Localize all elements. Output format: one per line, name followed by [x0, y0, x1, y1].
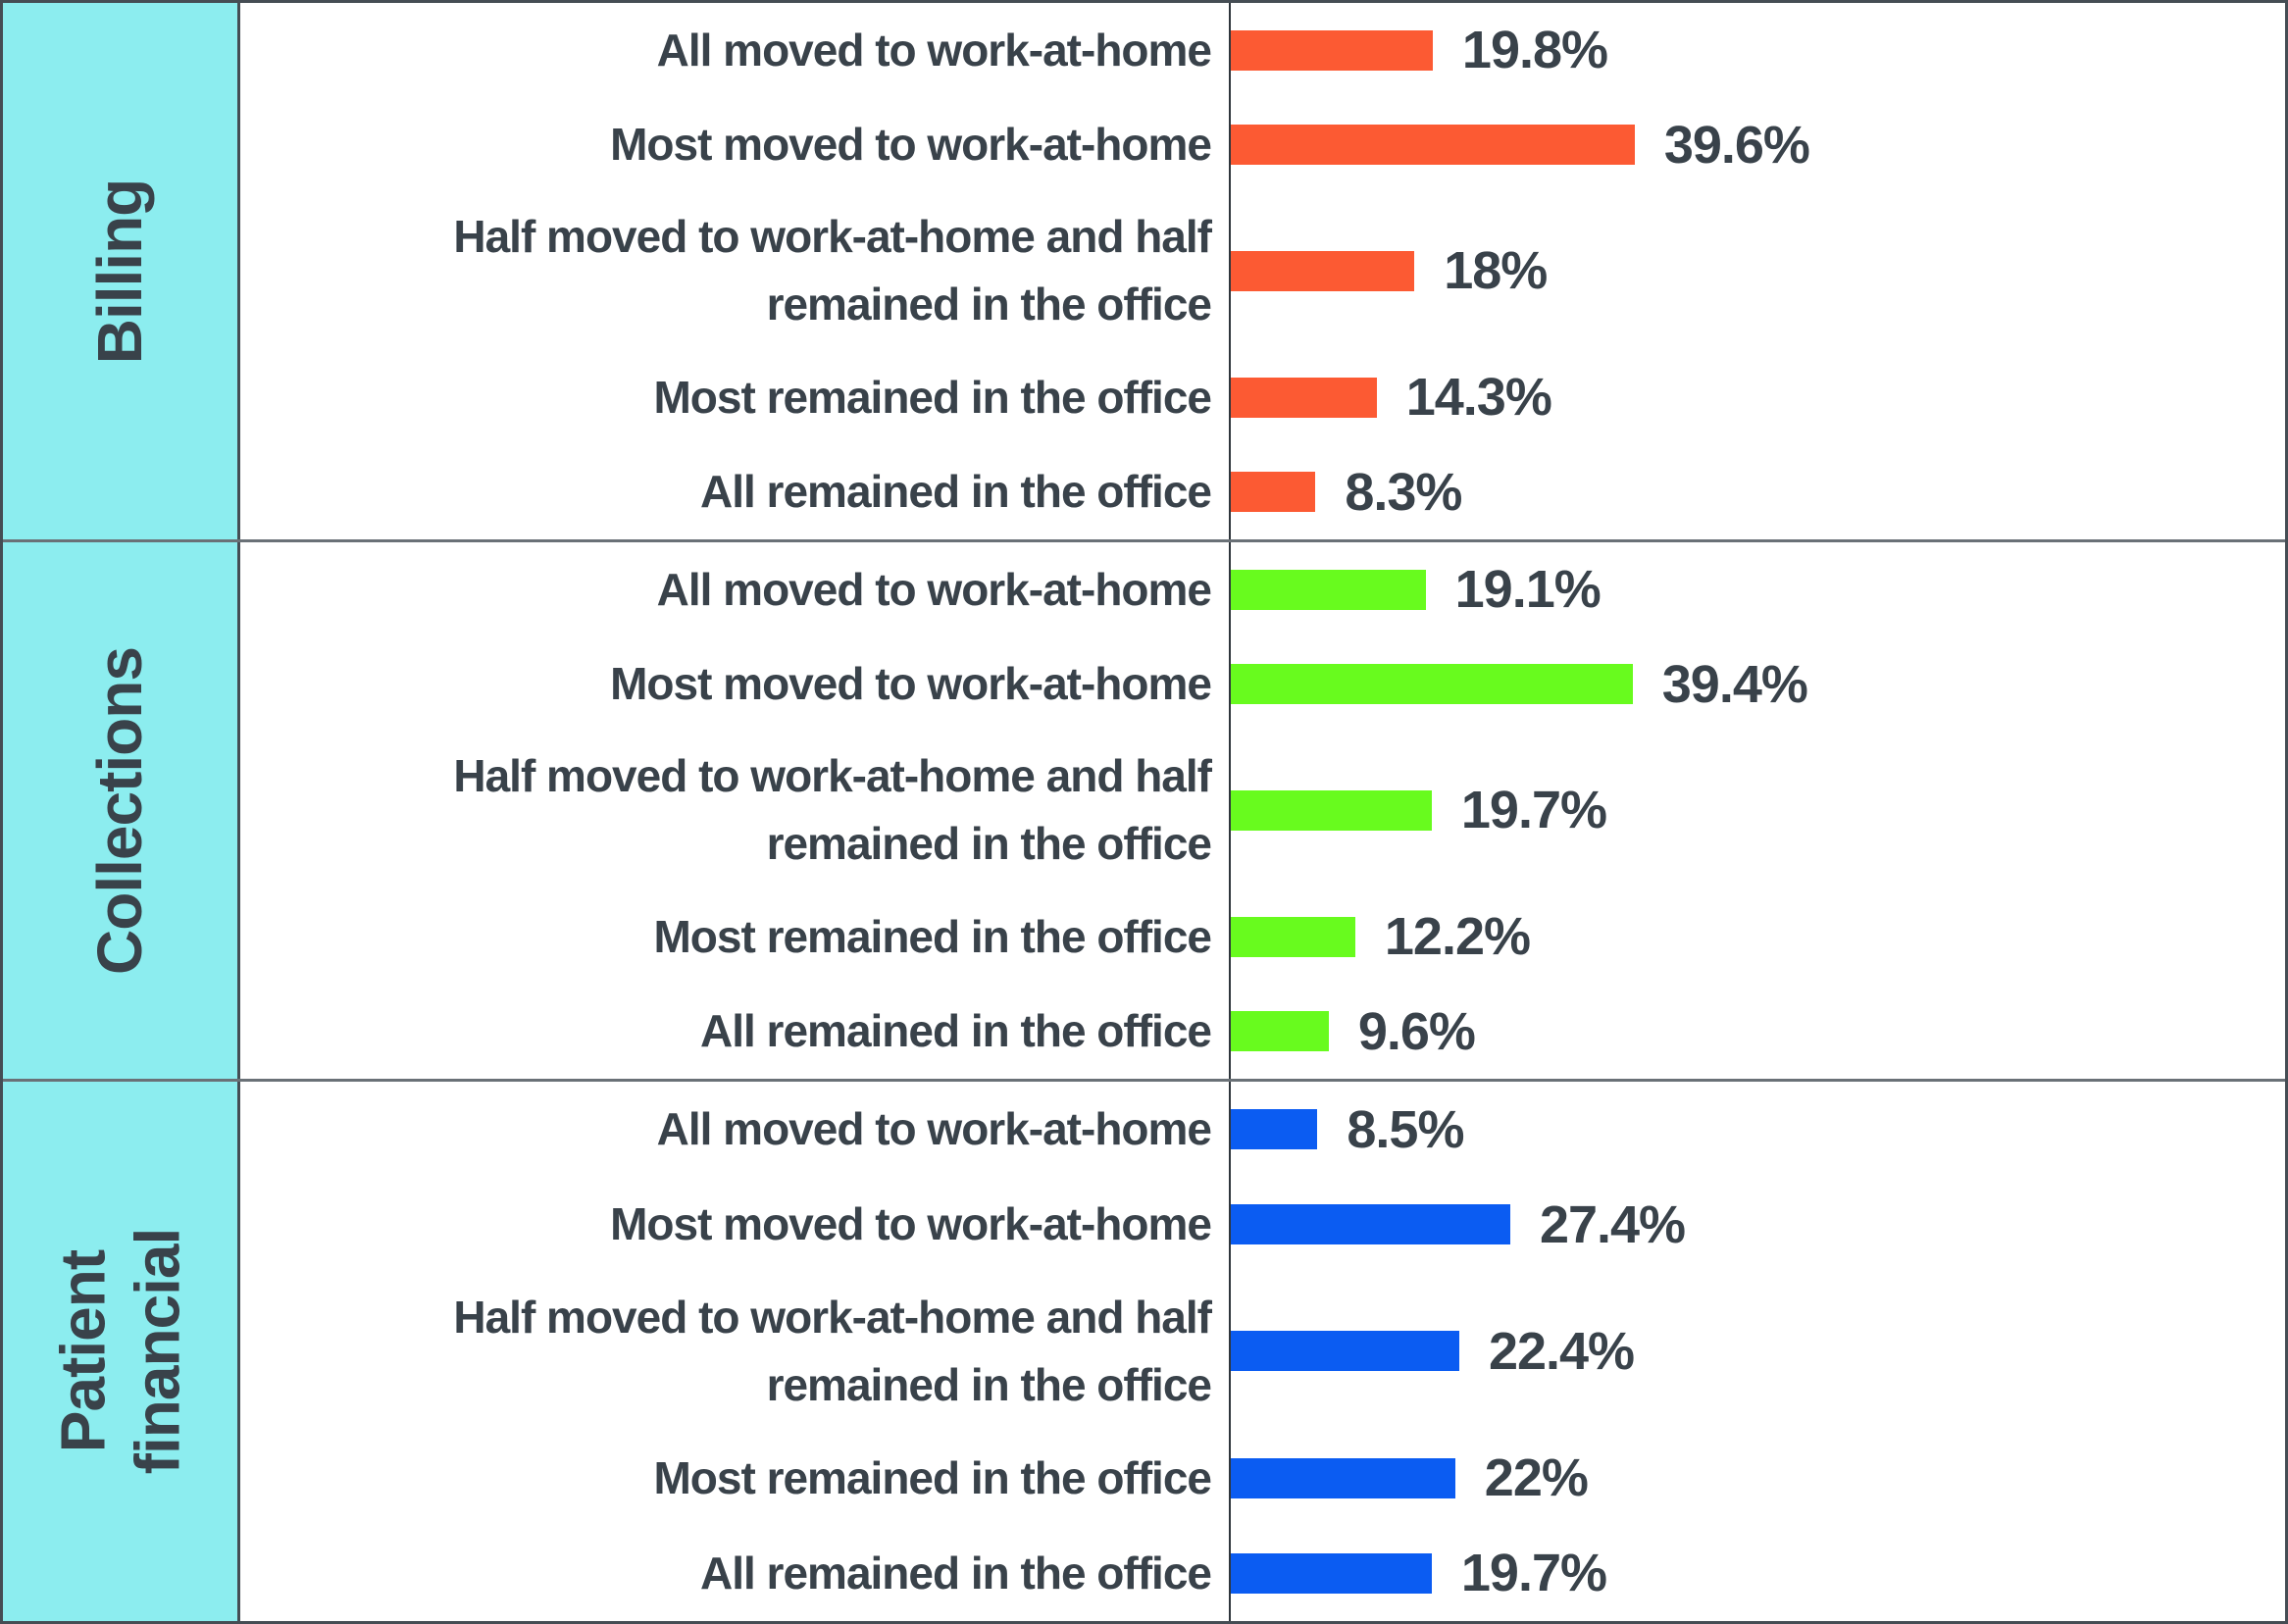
bar [1231, 569, 1426, 610]
section-collections: Collections All moved to work-at-home 19.… [3, 542, 2285, 1082]
value-label: 8.3% [1345, 462, 1462, 522]
bar-cell: 18% [1229, 191, 2285, 351]
bar-cell: 22% [1229, 1430, 2285, 1526]
bar [1231, 472, 1316, 513]
bar [1231, 1109, 1318, 1149]
bar [1231, 1457, 1455, 1498]
bar [1231, 377, 1377, 418]
bar-cell: 19.7% [1229, 1525, 2285, 1621]
bar-cell: 8.5% [1229, 1082, 2285, 1177]
category-label: All remained in the office [700, 1005, 1212, 1057]
value-label: 12.2% [1384, 907, 1531, 967]
bar-cell: 14.3% [1229, 350, 2285, 445]
category-label: Half moved to work-at-home and half rema… [453, 1291, 1212, 1410]
value-label: 22.4% [1488, 1321, 1635, 1381]
section-billing: Billing All moved to work-at-home 19.8% Mo… [3, 3, 2285, 542]
bar [1231, 1552, 1432, 1594]
value-label: 19.1% [1454, 560, 1602, 620]
category-label: Most moved to work-at-home [610, 119, 1212, 171]
group-header-patient-financial: Patient financial [3, 1082, 240, 1621]
category-label: Most remained in the office [653, 371, 1212, 423]
group-label: Billing [83, 178, 155, 364]
value-label: 39.4% [1661, 654, 1808, 714]
bar [1231, 1331, 1459, 1372]
value-label: 14.3% [1405, 368, 1552, 428]
bar-cell: 22.4% [1229, 1272, 2285, 1431]
category-label: All remained in the office [700, 466, 1212, 518]
category-label: All moved to work-at-home [656, 1103, 1212, 1154]
bar-cell: 19.1% [1229, 542, 2285, 637]
value-label: 9.6% [1357, 1001, 1476, 1061]
value-label: 22% [1484, 1448, 1589, 1508]
category-label: Most moved to work-at-home [610, 658, 1212, 710]
bar [1231, 916, 1355, 957]
bar-cell: 9.6% [1229, 984, 2285, 1079]
category-label: Half moved to work-at-home and half rema… [453, 211, 1212, 330]
bar-cell: 39.6% [1229, 97, 2285, 192]
bar [1231, 125, 1635, 166]
bar [1231, 29, 1433, 71]
category-label: All moved to work-at-home [656, 24, 1212, 76]
value-label: 18% [1444, 241, 1548, 301]
category-label: Most moved to work-at-home [610, 1198, 1212, 1249]
category-label: Most remained in the office [653, 1451, 1212, 1503]
value-label: 19.8% [1461, 21, 1608, 80]
bar-cell: 39.4% [1229, 636, 2285, 732]
value-label: 19.7% [1460, 781, 1607, 840]
bar [1231, 789, 1432, 831]
value-label: 19.7% [1460, 1544, 1607, 1603]
category-label: Half moved to work-at-home and half rema… [453, 750, 1212, 870]
group-header-billing: Billing [3, 3, 240, 539]
bar [1231, 250, 1415, 291]
group-header-collections: Collections [3, 542, 240, 1079]
group-label: Patient financial [46, 1228, 192, 1475]
group-label: Collections [83, 646, 155, 975]
bar-cell: 19.7% [1229, 731, 2285, 890]
bar [1231, 664, 1633, 705]
section-patient-financial: Patient financial All moved to work-at-h… [3, 1082, 2285, 1621]
bar-cell: 8.3% [1229, 444, 2285, 539]
value-label: 8.5% [1347, 1099, 1464, 1159]
category-label: All remained in the office [700, 1547, 1212, 1599]
bar [1231, 1204, 1510, 1244]
category-label: All moved to work-at-home [656, 563, 1212, 615]
value-label: 27.4% [1539, 1194, 1686, 1254]
bar [1231, 1011, 1329, 1052]
category-label: Most remained in the office [653, 910, 1212, 962]
bar-cell: 19.8% [1229, 3, 2285, 98]
value-label: 39.6% [1663, 115, 1810, 175]
bar-cell: 12.2% [1229, 889, 2285, 985]
bar-cell: 27.4% [1229, 1177, 2285, 1272]
